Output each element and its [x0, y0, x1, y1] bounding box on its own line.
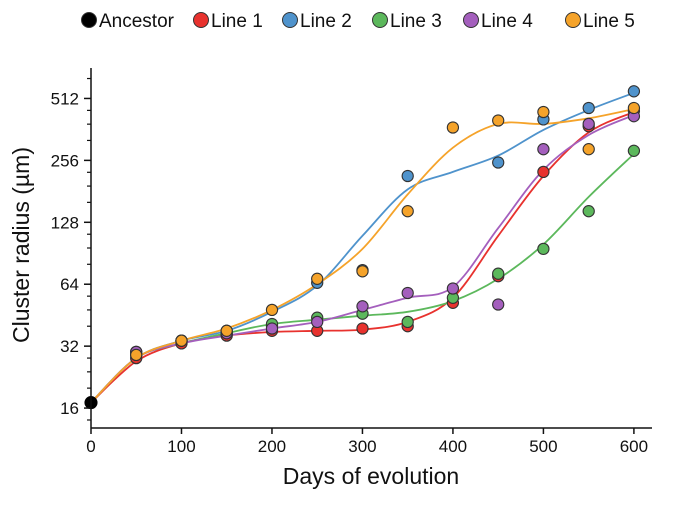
x-axis-title: Days of evolution — [283, 463, 459, 489]
point-line-4 — [492, 298, 505, 311]
point-line-4 — [356, 300, 369, 313]
point-line-5 — [582, 143, 595, 156]
x-tick-label: 100 — [167, 437, 195, 456]
legend-label-line-2: Line 2 — [300, 11, 352, 32]
fit-curve-line-1 — [90, 111, 635, 404]
point-line-3 — [401, 315, 414, 329]
point-line-1 — [356, 322, 369, 335]
point-line-4 — [582, 117, 595, 131]
y-tick-label: 128 — [51, 213, 79, 232]
point-line-3 — [492, 267, 505, 280]
point-line-5 — [627, 101, 641, 115]
y-tick-label: 32 — [60, 337, 79, 356]
legend-label-ancestor: Ancestor — [99, 11, 175, 32]
legend-label-line-1: Line 1 — [211, 11, 263, 32]
point-line-4 — [537, 143, 550, 156]
x-tick-label: 0 — [86, 437, 95, 456]
legend-label-line-3: Line 3 — [390, 11, 442, 32]
point-line-2 — [582, 101, 595, 115]
point-line-3 — [627, 144, 641, 157]
point-line-5 — [401, 205, 414, 218]
point-line-5 — [446, 121, 460, 134]
point-line-4 — [265, 322, 279, 335]
fit-curve-line-3 — [90, 153, 635, 404]
legend-marker-line-1 — [193, 12, 209, 28]
x-tick-label: 300 — [348, 437, 376, 456]
fitted-curves — [90, 92, 635, 404]
y-tick-label: 16 — [60, 399, 79, 418]
legend-marker-line-3 — [372, 12, 388, 28]
data-points — [84, 85, 641, 410]
x-tick-label: 600 — [620, 437, 648, 456]
point-line-3 — [582, 205, 595, 218]
point-line-5 — [492, 114, 505, 127]
point-line-1 — [537, 165, 550, 179]
y-axis-title: Cluster radius (µm) — [8, 147, 34, 343]
x-tick-label: 500 — [529, 437, 557, 456]
point-line-5 — [175, 334, 188, 347]
point-line-5 — [537, 105, 550, 119]
y-tick-label: 64 — [60, 275, 79, 294]
point-line-4 — [446, 282, 460, 295]
legend-label-line-4: Line 4 — [481, 11, 533, 32]
x-tick-label: 400 — [439, 437, 467, 456]
point-line-5 — [130, 348, 143, 362]
legend-label-line-5: Line 5 — [583, 11, 635, 32]
point-line-5 — [265, 303, 279, 317]
point-line-2 — [627, 85, 641, 98]
fit-curve-line-4 — [90, 114, 635, 404]
fit-curve-line-5 — [90, 108, 635, 404]
legend-marker-line-5 — [565, 12, 581, 28]
point-line-3 — [537, 242, 550, 256]
y-tick-label: 512 — [51, 89, 79, 108]
y-tick-label: 256 — [51, 151, 79, 170]
x-ticks: 0 100 200 300 400 500 600 — [86, 428, 648, 456]
legend-marker-line-2 — [282, 12, 298, 28]
point-line-2 — [492, 156, 505, 169]
x-tick-label: 200 — [258, 437, 286, 456]
point-line-5 — [220, 324, 233, 337]
legend-marker-ancestor — [81, 12, 97, 28]
y-ticks: 16 32 64 128 256 512 — [51, 77, 91, 421]
point-line-2 — [401, 169, 414, 183]
point-line-5 — [356, 265, 369, 278]
point-line-4 — [401, 286, 414, 300]
legend: Ancestor Line 1 Line 2 Line 3 Line 4 Line 5 — [81, 11, 635, 32]
point-line-4 — [311, 315, 324, 329]
legend-marker-line-4 — [463, 12, 479, 28]
point-line-5 — [311, 272, 324, 285]
